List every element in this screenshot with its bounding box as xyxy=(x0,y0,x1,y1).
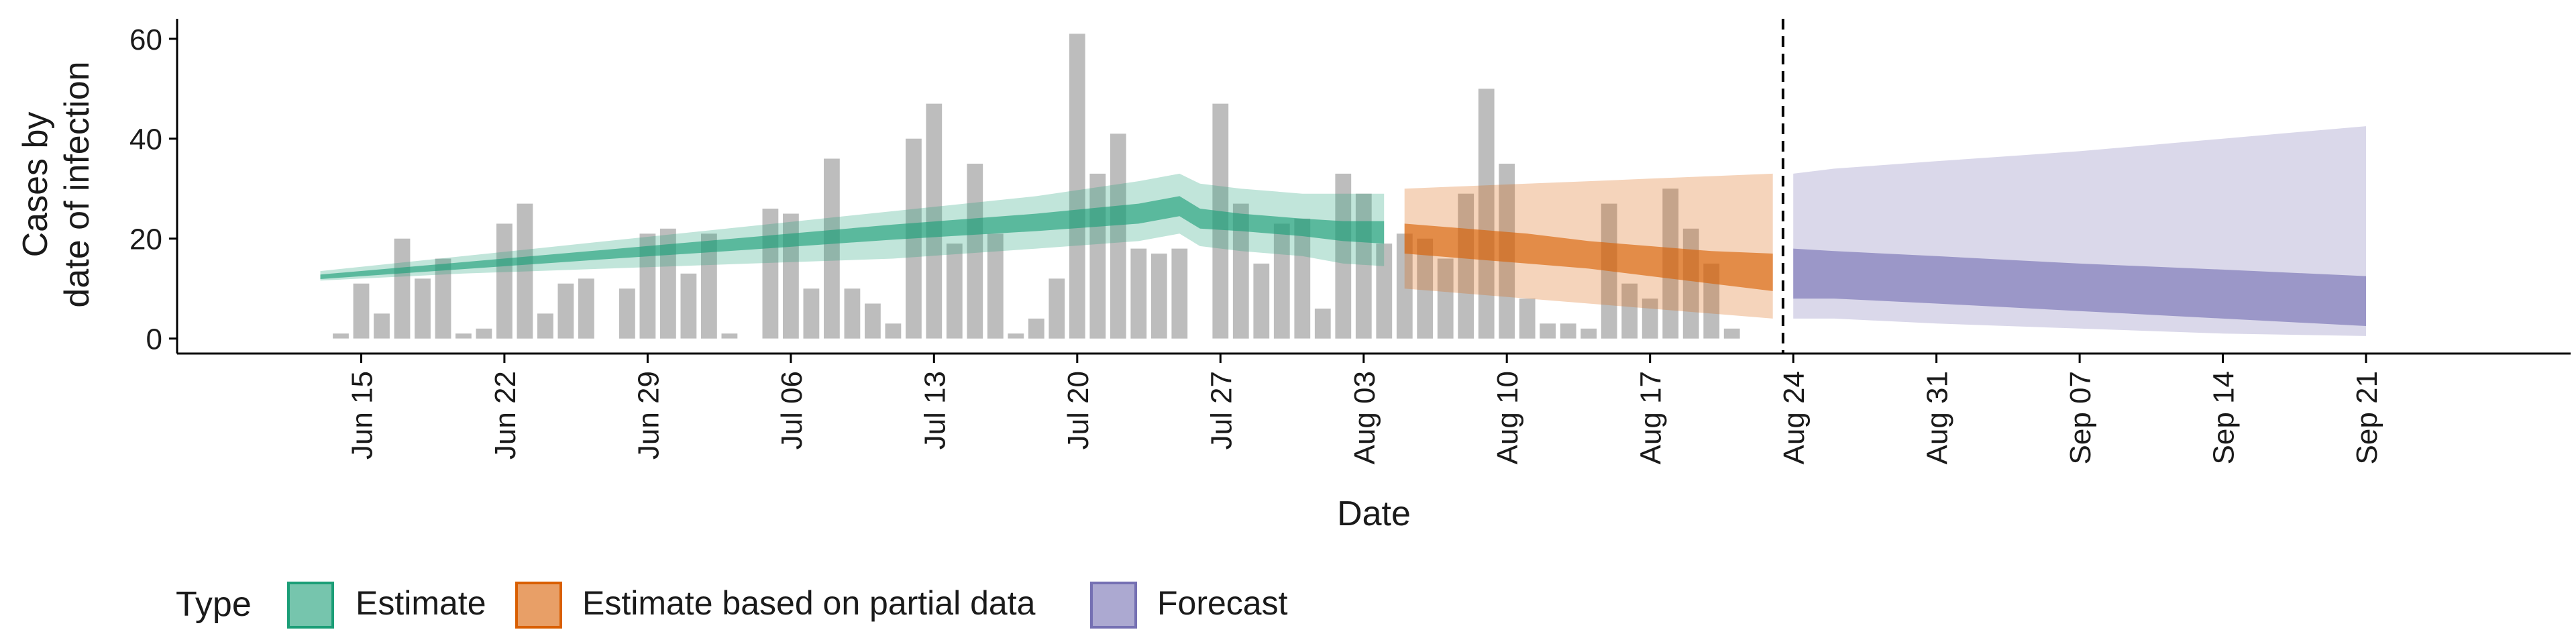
case-bar xyxy=(1171,248,1188,339)
x-axis-label: Date xyxy=(1337,494,1411,533)
case-bar xyxy=(1478,89,1495,339)
case-bar xyxy=(517,203,533,339)
case-bar xyxy=(476,328,492,339)
x-tick-label: Aug 31 xyxy=(1921,371,1954,464)
x-tick-label: Sep 14 xyxy=(2208,371,2241,464)
case-bar xyxy=(1008,333,1024,339)
legend-key-partial xyxy=(515,582,562,629)
case-bar xyxy=(1723,328,1740,339)
legend-label-forecast: Forecast xyxy=(1157,584,1288,622)
case-bar xyxy=(1396,233,1413,339)
case-bar xyxy=(701,233,717,339)
case-bar xyxy=(1642,299,1658,339)
case-bar xyxy=(1417,238,1434,339)
x-tick-label: Aug 03 xyxy=(1348,371,1381,464)
case-bar xyxy=(1253,263,1270,339)
x-tick-label: Jul 06 xyxy=(775,371,808,449)
case-bar xyxy=(1621,283,1638,339)
case-bars xyxy=(333,34,1740,339)
x-tick-label: Jun 22 xyxy=(489,371,522,460)
case-bar xyxy=(1130,248,1147,339)
x-tick-label: Jul 20 xyxy=(1062,371,1095,449)
case-bar xyxy=(557,283,574,339)
case-bar xyxy=(1560,323,1576,339)
case-bar xyxy=(374,313,390,339)
case-bar xyxy=(1519,299,1536,339)
x-axis-ticks: Jun 15 Jun 22 Jun 29 Jul 06 Jul 13 Jul 20 Jul … xyxy=(346,354,2383,464)
case-bar xyxy=(1376,244,1393,339)
x-tick-label: Jun 29 xyxy=(632,371,665,460)
case-bar xyxy=(1314,309,1331,339)
x-tick-label: Sep 21 xyxy=(2351,371,2383,464)
y-axis-label-line-2: date of infection xyxy=(58,61,97,307)
case-bar xyxy=(1150,254,1167,339)
x-tick-label: Jun 15 xyxy=(346,371,379,460)
case-bar xyxy=(1335,173,1352,339)
case-bar xyxy=(1069,34,1085,339)
case-bar xyxy=(660,228,676,339)
case-bar xyxy=(721,333,738,339)
case-bar xyxy=(1540,323,1556,339)
case-bar xyxy=(578,278,594,339)
y-tick-label: 60 xyxy=(129,23,162,56)
y-tick-label: 20 xyxy=(129,223,162,256)
x-tick-label: Jul 13 xyxy=(918,371,951,449)
case-bar xyxy=(946,244,963,339)
legend-label-partial: Estimate based on partial data xyxy=(582,584,1036,622)
case-bar xyxy=(1601,203,1617,339)
case-bar xyxy=(1028,318,1044,339)
case-bar xyxy=(680,273,697,339)
case-bar xyxy=(1049,278,1065,339)
y-axis-label-line-1: Cases by xyxy=(16,112,55,258)
legend-key-estimate xyxy=(287,582,334,629)
case-bar xyxy=(353,283,370,339)
case-bar xyxy=(639,233,656,339)
case-bar xyxy=(844,288,861,339)
case-bar xyxy=(824,158,840,339)
x-tick-label: Sep 07 xyxy=(2064,371,2097,464)
estimate-inner-band xyxy=(320,196,1385,279)
x-tick-label: Jul 27 xyxy=(1205,371,1238,449)
y-tick-label: 0 xyxy=(146,323,162,356)
case-bar xyxy=(619,288,635,339)
forecast-inner-band xyxy=(1793,248,2366,326)
estimate-bands xyxy=(320,126,2366,336)
legend-key-forecast xyxy=(1090,582,1137,629)
case-bar xyxy=(333,333,349,339)
estimate-based-on-partial-data-inner-band xyxy=(1404,223,1773,291)
case-bar xyxy=(1294,218,1311,339)
legend-title: Type xyxy=(176,585,252,624)
case-bar xyxy=(1232,203,1249,339)
case-bar xyxy=(906,138,922,339)
case-bar xyxy=(926,103,943,339)
case-bar xyxy=(1437,258,1454,339)
case-bar xyxy=(415,278,431,339)
case-bar xyxy=(537,313,553,339)
case-bar xyxy=(1273,223,1290,339)
legend-label-estimate: Estimate xyxy=(356,584,486,622)
case-bar xyxy=(803,288,820,339)
legend: Type Estimate Estimate based on partial … xyxy=(176,582,1288,629)
case-bar xyxy=(496,223,513,339)
case-bar xyxy=(885,323,902,339)
y-tick-label: 40 xyxy=(129,123,162,156)
case-bar xyxy=(987,233,1004,339)
case-bar xyxy=(1110,133,1126,339)
y-axis-ticks: 0 20 40 60 xyxy=(129,23,177,356)
case-bar xyxy=(865,303,881,339)
case-bar xyxy=(435,258,451,339)
x-tick-label: Aug 10 xyxy=(1491,371,1524,464)
x-tick-label: Aug 17 xyxy=(1635,371,1668,464)
case-bar xyxy=(455,333,472,339)
x-tick-label: Aug 24 xyxy=(1778,371,1811,464)
case-bar xyxy=(1580,328,1597,339)
case-bar xyxy=(967,164,983,339)
case-bar xyxy=(394,238,411,339)
